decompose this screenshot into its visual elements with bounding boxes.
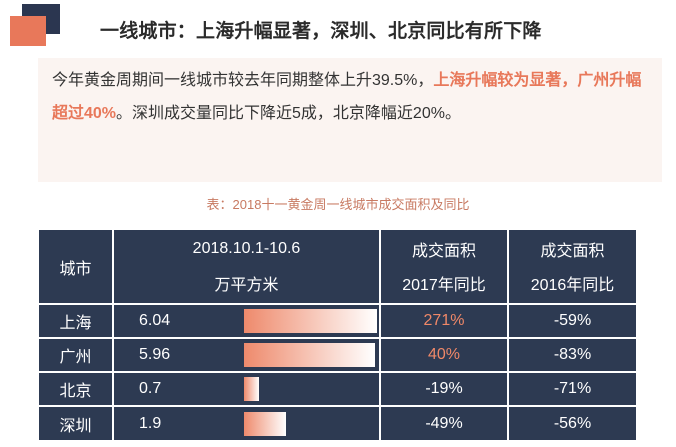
table-caption: 表：2018十一黄金周一线城市成交面积及同比 xyxy=(206,197,470,212)
header-yoy-label: 成交面积 xyxy=(540,243,605,260)
row-divider xyxy=(39,371,636,373)
header-city: 城市 xyxy=(59,260,92,278)
col-divider xyxy=(507,230,509,440)
row-yoy2016: -71% xyxy=(553,380,592,397)
col-divider xyxy=(379,230,381,440)
header-yoy2016: 2016年同比 xyxy=(530,277,615,294)
row-yoy2017: 40% xyxy=(427,346,461,363)
logo-orange-square xyxy=(10,16,46,46)
row-yoy2016: -59% xyxy=(553,312,592,329)
page-title: 一线城市：上海升幅显著，深圳、北京同比有所下降 xyxy=(100,21,542,42)
row-yoy2017: -49% xyxy=(425,414,463,432)
row-yoy2017: -19% xyxy=(425,380,463,397)
summary-part2: 。深圳成交量同比下降近5成，北京降幅近20%。 xyxy=(116,105,461,122)
summary-highlight: 上海升幅较为显著，广州升幅超过40% xyxy=(52,72,642,122)
area-bar xyxy=(244,377,259,401)
area-bar xyxy=(244,412,286,436)
header-unit: 万平方米 xyxy=(214,277,279,294)
row-divider xyxy=(39,303,636,305)
summary-box xyxy=(38,58,662,182)
header-yoy-label: 成交面积 xyxy=(411,243,476,260)
row-yoy2016: -83% xyxy=(553,346,592,363)
row-divider xyxy=(39,405,636,407)
row-city: 北京 xyxy=(59,383,92,400)
row-city: 广州 xyxy=(59,349,92,366)
row-area: 6.04 xyxy=(139,312,171,329)
row-city: 上海 xyxy=(59,315,92,332)
row-yoy2017: 271% xyxy=(423,312,465,329)
row-divider xyxy=(39,337,636,339)
header-period: 2018.10.1-10.6 xyxy=(192,240,301,257)
area-bar xyxy=(244,343,375,367)
row-area: 0.7 xyxy=(139,380,162,397)
col-divider xyxy=(112,230,114,440)
logo xyxy=(0,0,64,50)
row-yoy2016: -56% xyxy=(553,414,592,432)
row-area: 1.9 xyxy=(139,414,162,432)
summary-text: 今年黄金周期间一线城市较去年同期整体上升39.5%，上海升幅较为显著，广州升幅超… xyxy=(52,64,656,130)
row-area: 5.96 xyxy=(139,346,171,363)
header-yoy2017: 2017年同比 xyxy=(402,277,486,294)
data-table: 城市 2018.10.1-10.6 万平方米 成交面积 2017年同比 成交面积… xyxy=(39,230,636,440)
summary-part1: 今年黄金周期间一线城市较去年同期整体上升39.5%， xyxy=(52,72,434,89)
area-bar xyxy=(244,309,377,333)
row-city: 深圳 xyxy=(59,417,92,435)
